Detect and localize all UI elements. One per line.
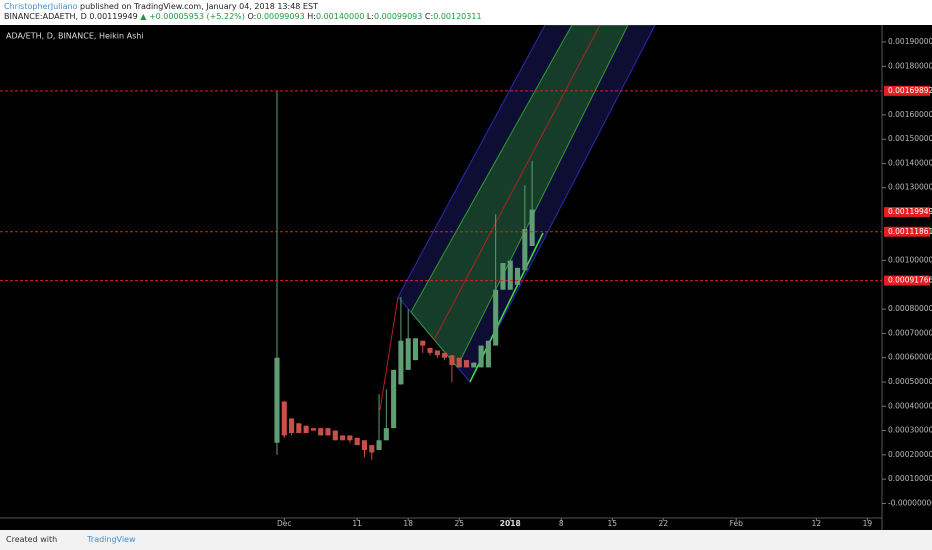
symbol: BINANCE:ADAETH, D <box>4 12 87 21</box>
y-tick-label: 0.00180000 <box>888 61 932 70</box>
price-label: 0.00169892 <box>888 86 932 95</box>
x-tick-label: 22 <box>659 519 669 528</box>
y-tick-label: 0.00130000 <box>888 183 932 192</box>
y-tick-label: 0.00190000 <box>888 37 932 46</box>
change: ▲ +0.00005953 (+5.22%) <box>140 12 245 21</box>
y-tick-label: 0.00050000 <box>888 377 932 386</box>
last-price-label: 0.00119949 <box>888 207 932 216</box>
x-tick-label: 25 <box>454 519 464 528</box>
candle-body <box>471 362 477 368</box>
x-tick-label: 12 <box>812 519 822 528</box>
last: 0.00119949 <box>89 12 138 21</box>
price-label-box <box>884 275 930 286</box>
candle-body <box>325 428 331 436</box>
candle-body <box>369 445 375 453</box>
ohlc-l: L: <box>366 12 374 21</box>
background <box>0 0 932 530</box>
candle-body <box>405 338 411 370</box>
candle-body <box>289 418 295 433</box>
x-tick-label: 2018 <box>500 519 521 528</box>
ohlc-l-value: 0.00099093 <box>374 12 423 21</box>
y-tick-label: 0.00030000 <box>888 426 932 435</box>
y-tick-label: 0.00020000 <box>888 450 932 459</box>
candle-body <box>500 263 506 290</box>
y-tick-label: 0.00040000 <box>888 401 932 410</box>
candle-body <box>507 260 513 290</box>
y-tick-label: 0.00100000 <box>888 256 932 265</box>
footer: Created with TradingView <box>0 530 932 550</box>
ohlc-c: C: <box>424 12 434 21</box>
header: ChristopherJuliano published on TradingV… <box>0 0 932 25</box>
candle-body <box>442 352 448 358</box>
candle-body <box>420 340 426 346</box>
candle-body <box>427 348 433 353</box>
candle-body <box>412 338 419 361</box>
candle-body <box>383 428 389 441</box>
x-tick-label: 15 <box>608 519 618 528</box>
candle-body <box>434 350 440 356</box>
x-tick-label: 19 <box>863 519 873 528</box>
candle-body <box>514 267 521 285</box>
y-tick-label: 0.00080000 <box>888 304 932 313</box>
chart-title: ADA/ETH, D, BINANCE, Heikin Ashi <box>6 32 144 41</box>
candle-body <box>463 360 470 368</box>
candle-body <box>318 428 324 436</box>
candle-body <box>274 357 280 443</box>
chart: ADA/ETH, D, BINANCE, Heikin Ashi 0.00190… <box>0 0 932 530</box>
regression-channel <box>379 24 656 411</box>
footer-text: Created with <box>6 535 58 544</box>
y-tick-label: -0.00000000 <box>888 498 932 507</box>
ohlc-o: O: <box>247 12 257 21</box>
last-price-box <box>884 207 930 218</box>
y-tick-label: 0.00070000 <box>888 328 932 337</box>
candle-body <box>354 437 360 446</box>
candle-body <box>303 425 309 433</box>
price-label: 0.00091766 <box>888 276 932 285</box>
candle-body <box>296 423 302 433</box>
candle-body <box>310 428 316 431</box>
x-tick-label: 8 <box>559 519 564 528</box>
price-label-box <box>884 85 930 96</box>
y-tick-label: 0.00140000 <box>888 158 932 167</box>
candle-body <box>340 435 346 441</box>
x-tick-label: 11 <box>352 519 362 528</box>
candle-body <box>449 355 455 365</box>
x-tick-label: Dec <box>277 519 292 528</box>
candle-body <box>332 430 338 441</box>
y-tick-label: 0.00010000 <box>888 474 932 483</box>
candle-body <box>347 435 353 441</box>
candle-body <box>391 369 397 429</box>
candle-body <box>522 229 528 271</box>
candle-body <box>478 345 484 368</box>
candle-body <box>281 401 287 436</box>
candle-body <box>493 289 499 346</box>
y-tick-label: 0.00160000 <box>888 110 932 119</box>
ohlc-h: H: <box>307 12 316 21</box>
candle-body <box>529 209 535 246</box>
y-tick-label: 0.00060000 <box>888 353 932 362</box>
y-tick-label: 0.00150000 <box>888 134 932 143</box>
trend-stem <box>379 296 399 411</box>
candle-body <box>361 440 368 450</box>
candle-body <box>376 440 382 450</box>
price-label: 0.00111861 <box>888 227 932 236</box>
ohlc-c-value: 0.00120311 <box>433 12 482 21</box>
ohlc-o-value: 0.00099093 <box>256 12 305 21</box>
x-tick-label: Feb <box>730 519 744 528</box>
author[interactable]: ChristopherJuliano <box>4 2 78 11</box>
candle-body <box>485 340 491 368</box>
center-line <box>433 24 601 341</box>
price-label-box <box>884 226 930 237</box>
brand[interactable]: TradingView <box>87 535 136 544</box>
x-tick-label: 18 <box>403 519 413 528</box>
candle-body <box>456 357 462 368</box>
published: published on TradingView.com, January 04… <box>80 2 318 11</box>
ohlc-h-value: 0.00140000 <box>315 12 365 21</box>
candle-body <box>398 340 404 385</box>
